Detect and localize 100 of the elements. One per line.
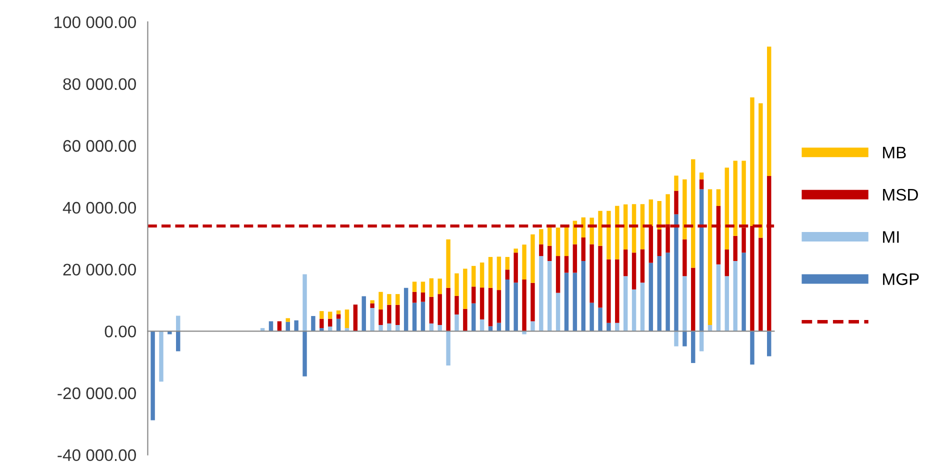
legend-label: MB xyxy=(883,146,906,158)
bar xyxy=(522,280,526,332)
bar xyxy=(159,331,164,382)
bar xyxy=(454,314,459,332)
bar xyxy=(320,311,324,319)
y-tick-label: 40 000.00 xyxy=(62,202,136,214)
bar xyxy=(480,262,484,288)
bar xyxy=(446,239,450,288)
bar xyxy=(530,282,535,322)
bar xyxy=(463,268,468,309)
bar xyxy=(496,256,502,290)
bar xyxy=(412,292,417,303)
bar xyxy=(733,160,738,236)
bar xyxy=(286,318,290,322)
bar xyxy=(640,249,645,283)
bar xyxy=(336,314,341,319)
bar xyxy=(657,229,662,256)
bar xyxy=(556,292,560,332)
y-tick-label: 0.00 xyxy=(104,326,136,338)
bar xyxy=(396,294,400,305)
bar xyxy=(353,304,358,332)
bar xyxy=(488,288,493,326)
bar xyxy=(420,282,426,293)
bar xyxy=(758,103,763,238)
bar xyxy=(648,199,654,226)
bar xyxy=(623,250,628,276)
bar xyxy=(472,286,476,304)
bar xyxy=(547,260,552,332)
bar xyxy=(438,278,442,294)
bar xyxy=(598,210,602,246)
bar xyxy=(370,300,374,304)
bar xyxy=(547,246,552,261)
bar xyxy=(572,272,578,332)
bar xyxy=(598,246,602,308)
bar xyxy=(370,308,374,332)
bar xyxy=(556,256,560,293)
bar xyxy=(387,323,392,332)
bar xyxy=(623,276,628,332)
bar xyxy=(294,320,298,332)
bar xyxy=(514,248,518,253)
bar xyxy=(505,270,510,280)
bar xyxy=(412,302,417,332)
bar xyxy=(302,331,307,376)
bar xyxy=(767,46,772,176)
bar xyxy=(724,168,730,250)
bar xyxy=(674,214,678,332)
bar xyxy=(378,324,383,332)
bar xyxy=(691,159,696,268)
bar xyxy=(362,296,366,332)
bar xyxy=(606,322,611,332)
bar xyxy=(682,276,687,332)
bar xyxy=(674,331,678,346)
bar xyxy=(674,190,678,214)
bar xyxy=(429,278,434,297)
bar xyxy=(454,273,459,296)
bar xyxy=(691,331,696,364)
bar xyxy=(378,310,383,325)
bar xyxy=(733,236,738,261)
bar xyxy=(699,172,704,180)
bar xyxy=(522,331,526,334)
bar xyxy=(606,210,611,260)
y-tick-label: -40 000.00 xyxy=(58,449,136,462)
bar xyxy=(750,331,754,365)
bar xyxy=(378,292,383,310)
bar xyxy=(420,292,426,302)
bar xyxy=(699,179,704,190)
bar xyxy=(539,229,544,244)
bar xyxy=(699,189,704,332)
bar xyxy=(480,288,484,320)
bar xyxy=(539,244,544,256)
bar xyxy=(564,256,569,273)
bar xyxy=(615,259,620,323)
bar xyxy=(572,244,578,273)
bar xyxy=(328,312,332,319)
bar xyxy=(496,290,502,323)
bar xyxy=(176,331,180,352)
bar xyxy=(767,331,772,356)
bar xyxy=(556,228,560,256)
bar xyxy=(446,331,450,366)
bar xyxy=(623,204,628,250)
y-tick-label: -20 000.00 xyxy=(58,387,136,400)
y-tick-label: 20 000.00 xyxy=(63,264,136,276)
bar xyxy=(472,303,476,332)
bar xyxy=(590,244,594,303)
bar xyxy=(454,296,459,314)
bar xyxy=(632,252,636,290)
bar xyxy=(699,331,704,352)
bar xyxy=(530,321,535,332)
bar xyxy=(311,316,316,332)
bar xyxy=(615,322,620,332)
bar xyxy=(150,331,155,420)
bar xyxy=(632,289,636,332)
bar xyxy=(446,288,450,332)
bar xyxy=(514,282,518,332)
bar xyxy=(344,310,350,328)
bar xyxy=(750,97,754,226)
bar xyxy=(606,259,611,323)
bar xyxy=(463,308,468,332)
bar xyxy=(438,294,442,325)
bar xyxy=(328,318,332,327)
